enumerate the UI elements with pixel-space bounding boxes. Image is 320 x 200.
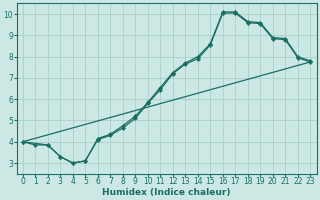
- X-axis label: Humidex (Indice chaleur): Humidex (Indice chaleur): [102, 188, 231, 197]
